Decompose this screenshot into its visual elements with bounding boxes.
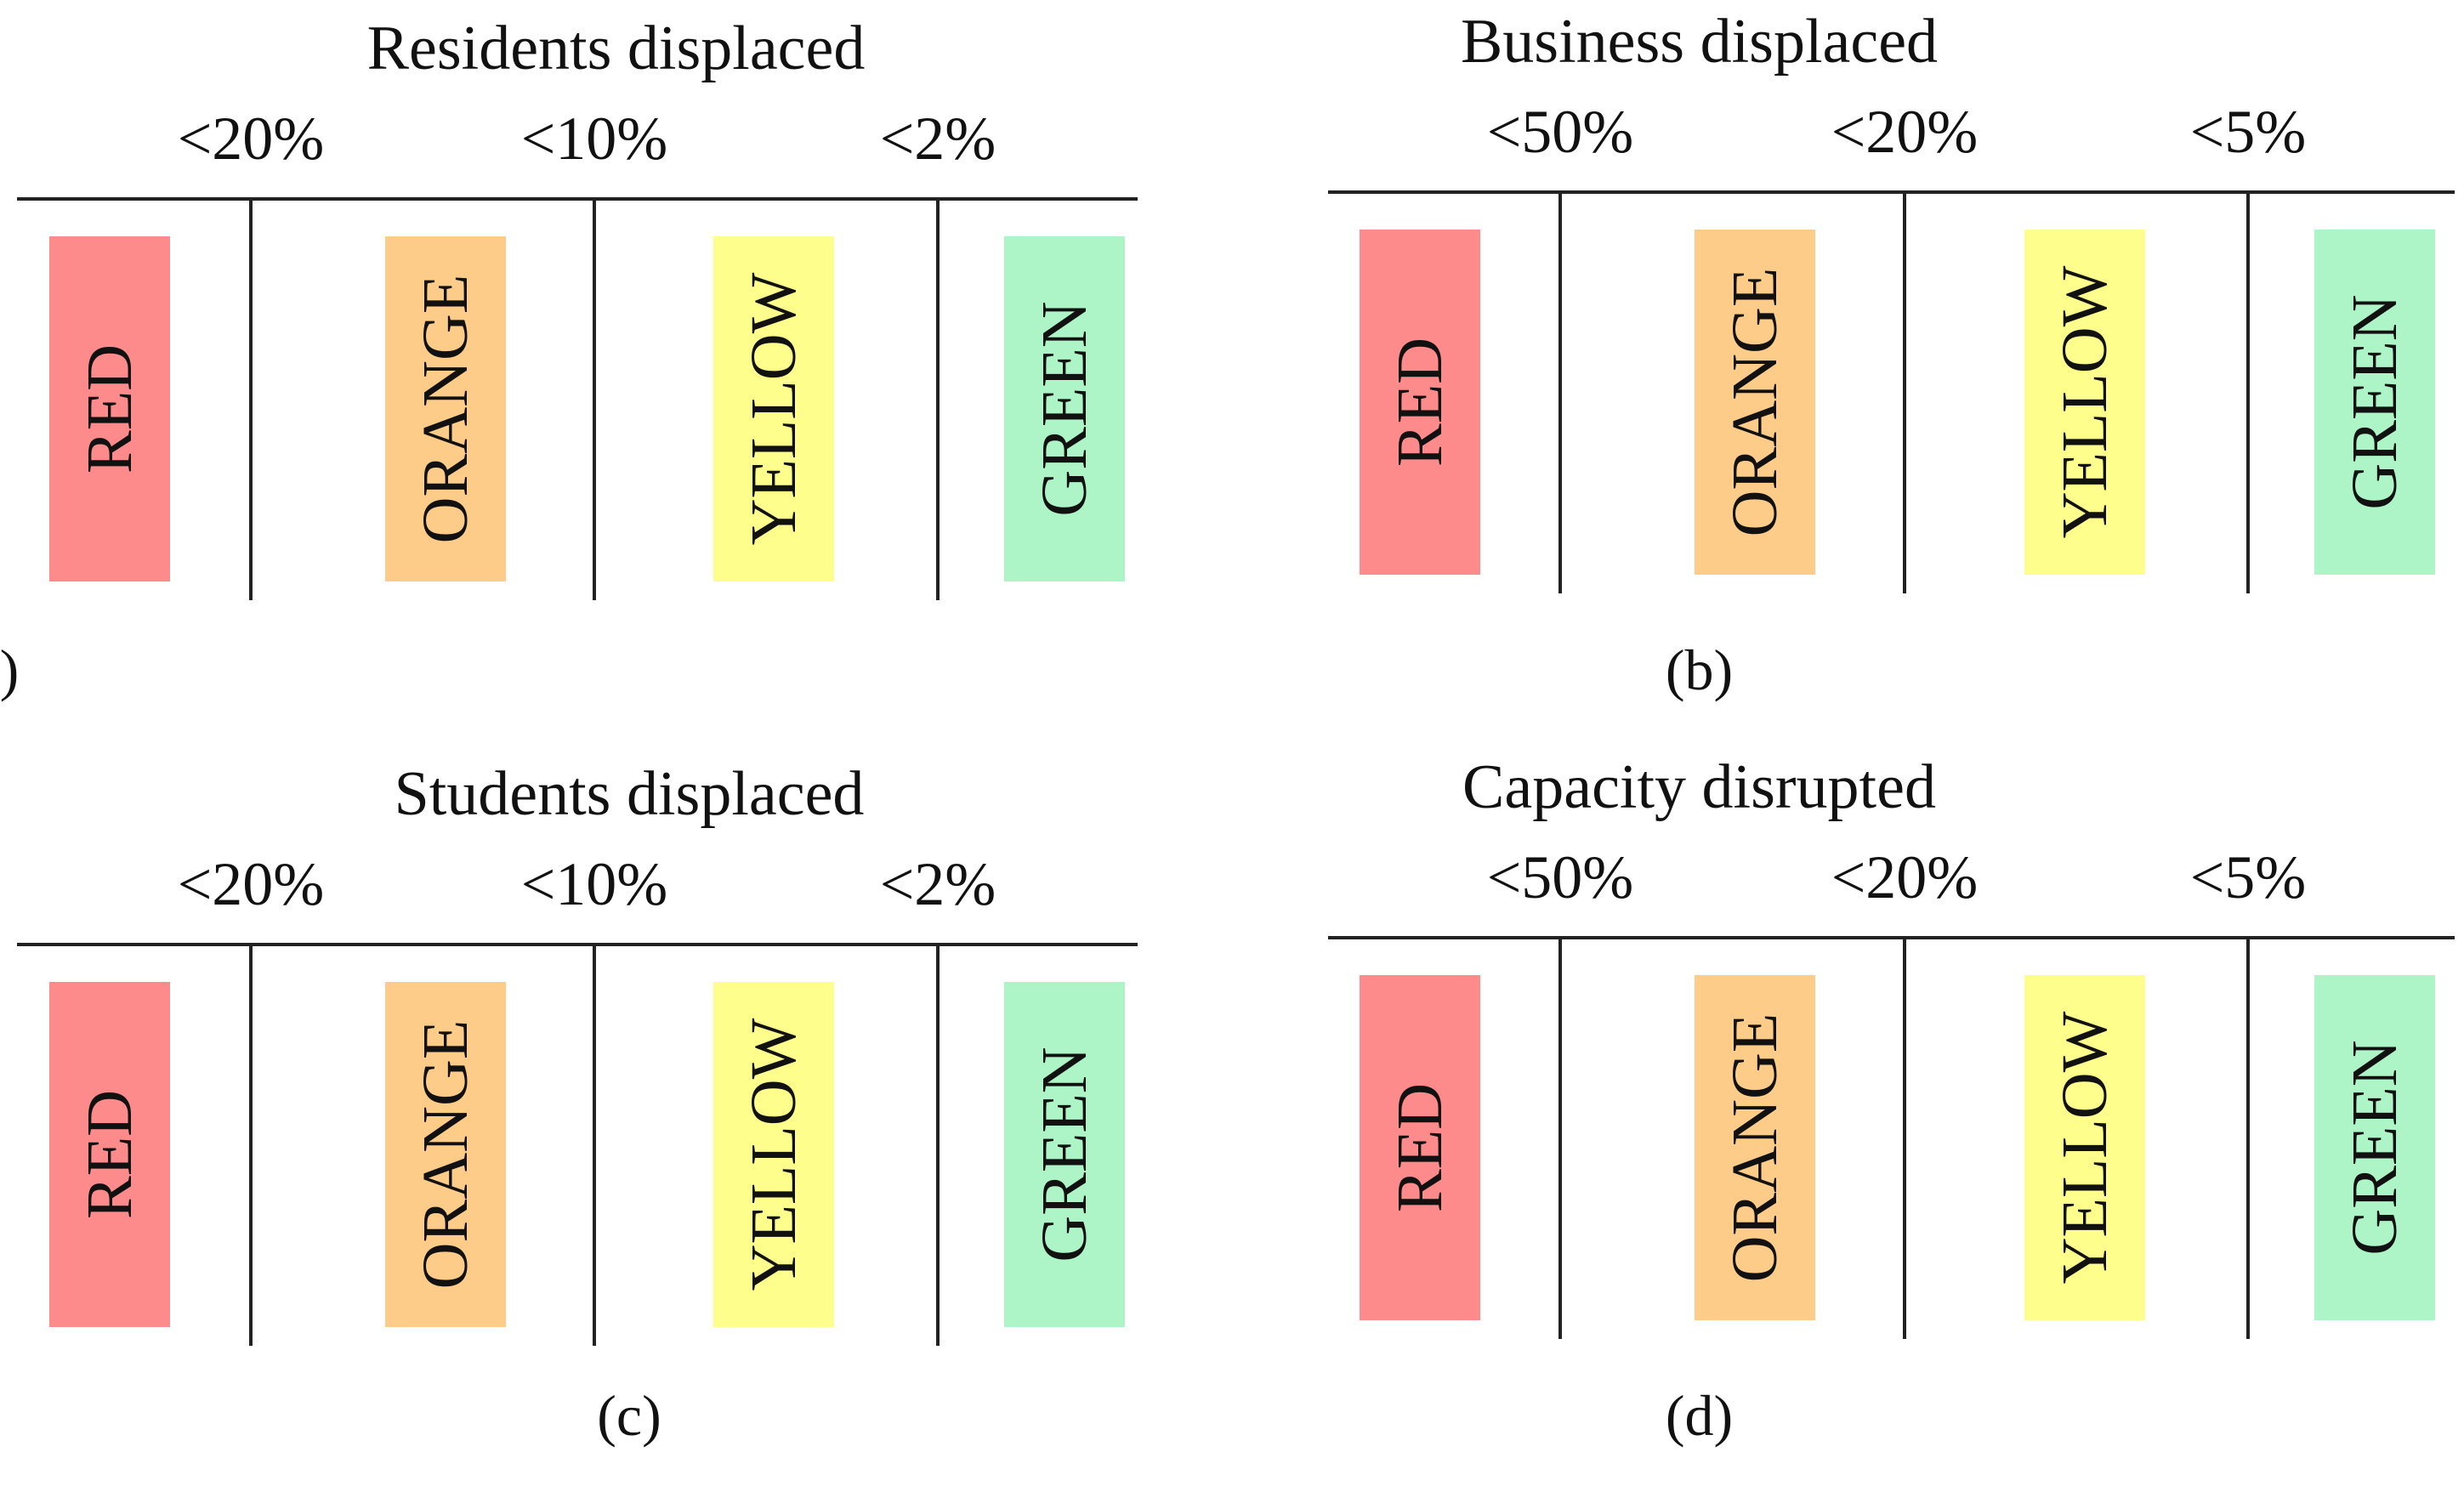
category-label: YELLOW (2049, 265, 2121, 539)
category-label: GREEN (2339, 1040, 2410, 1256)
panel-title: Business displaced (1460, 7, 1939, 77)
scale-axis-line (17, 943, 1138, 946)
threshold-divider (1903, 190, 1906, 593)
threshold-label: <2% (879, 850, 996, 918)
category-box-orange: ORANGE (1695, 230, 1815, 575)
threshold-label: <20% (177, 105, 325, 173)
threshold-label: <20% (177, 850, 325, 918)
category-box-red: RED (49, 982, 170, 1327)
threshold-label: <50% (1486, 843, 1634, 911)
panel-caption: (a) (0, 638, 20, 702)
category-label: ORANGE (410, 1019, 481, 1290)
panel-title: Students displaced (394, 759, 865, 829)
threshold-divider (593, 197, 596, 600)
threshold-divider (249, 197, 253, 600)
panel-caption: (d) (1665, 1383, 1734, 1448)
category-box-green: GREEN (2314, 975, 2435, 1320)
panel-residents-displaced: Residents displaced <20% <10% <2% RED OR… (0, 0, 1232, 746)
category-label: GREEN (1029, 1047, 1100, 1262)
panel-title: Capacity disrupted (1462, 752, 1936, 822)
scale-axis-line (17, 197, 1138, 201)
panel-students-displaced: Students displaced <20% <10% <2% RED ORA… (0, 746, 1232, 1491)
scale-axis-line (1328, 936, 2455, 939)
panel-title: Residents displaced (366, 14, 866, 83)
category-label: RED (74, 1090, 145, 1219)
category-label: YELLOW (738, 1018, 809, 1291)
category-box-yellow: YELLOW (713, 982, 834, 1327)
category-label: ORANGE (1719, 267, 1791, 537)
threshold-label: <5% (2189, 98, 2307, 166)
panel-caption: (c) (597, 1383, 661, 1448)
category-label: RED (1384, 1083, 1456, 1212)
category-box-yellow: YELLOW (2024, 975, 2145, 1320)
threshold-divider (1558, 190, 1562, 593)
threshold-divider (2246, 190, 2250, 593)
category-box-orange: ORANGE (385, 236, 506, 581)
threshold-label: <20% (1831, 98, 1979, 166)
panel-business-displaced: Business displaced <50% <20% <5% RED ORA… (1232, 0, 2464, 746)
threshold-divider (936, 197, 940, 600)
category-box-green: GREEN (1004, 982, 1125, 1327)
category-box-green: GREEN (2314, 230, 2435, 575)
threshold-divider (936, 943, 940, 1346)
threshold-divider (1558, 936, 1562, 1339)
category-box-red: RED (49, 236, 170, 581)
threshold-label: <2% (879, 105, 996, 173)
threshold-label: <20% (1831, 843, 1979, 911)
category-label: ORANGE (1719, 1013, 1791, 1283)
category-label: YELLOW (738, 272, 809, 546)
scale-axis-line (1328, 190, 2455, 194)
category-label: RED (1384, 338, 1456, 467)
category-box-yellow: YELLOW (713, 236, 834, 581)
threshold-divider (2246, 936, 2250, 1339)
threshold-label: <10% (520, 105, 668, 173)
category-label: ORANGE (410, 274, 481, 544)
panel-capacity-disrupted: Capacity disrupted <50% <20% <5% RED ORA… (1232, 746, 2464, 1491)
category-box-red: RED (1360, 975, 1480, 1320)
category-box-orange: ORANGE (1695, 975, 1815, 1320)
category-box-green: GREEN (1004, 236, 1125, 581)
category-box-yellow: YELLOW (2024, 230, 2145, 575)
category-label: YELLOW (2049, 1011, 2121, 1285)
category-box-orange: ORANGE (385, 982, 506, 1327)
threshold-divider (1903, 936, 1906, 1339)
category-label: GREEN (1029, 301, 1100, 517)
threshold-label: <5% (2189, 843, 2307, 911)
threshold-divider (593, 943, 596, 1346)
category-box-red: RED (1360, 230, 1480, 575)
threshold-label: <10% (520, 850, 668, 918)
category-label: RED (74, 344, 145, 474)
threshold-label: <50% (1486, 98, 1634, 166)
threshold-divider (249, 943, 253, 1346)
panel-caption: (b) (1665, 638, 1734, 702)
category-label: GREEN (2339, 294, 2410, 510)
